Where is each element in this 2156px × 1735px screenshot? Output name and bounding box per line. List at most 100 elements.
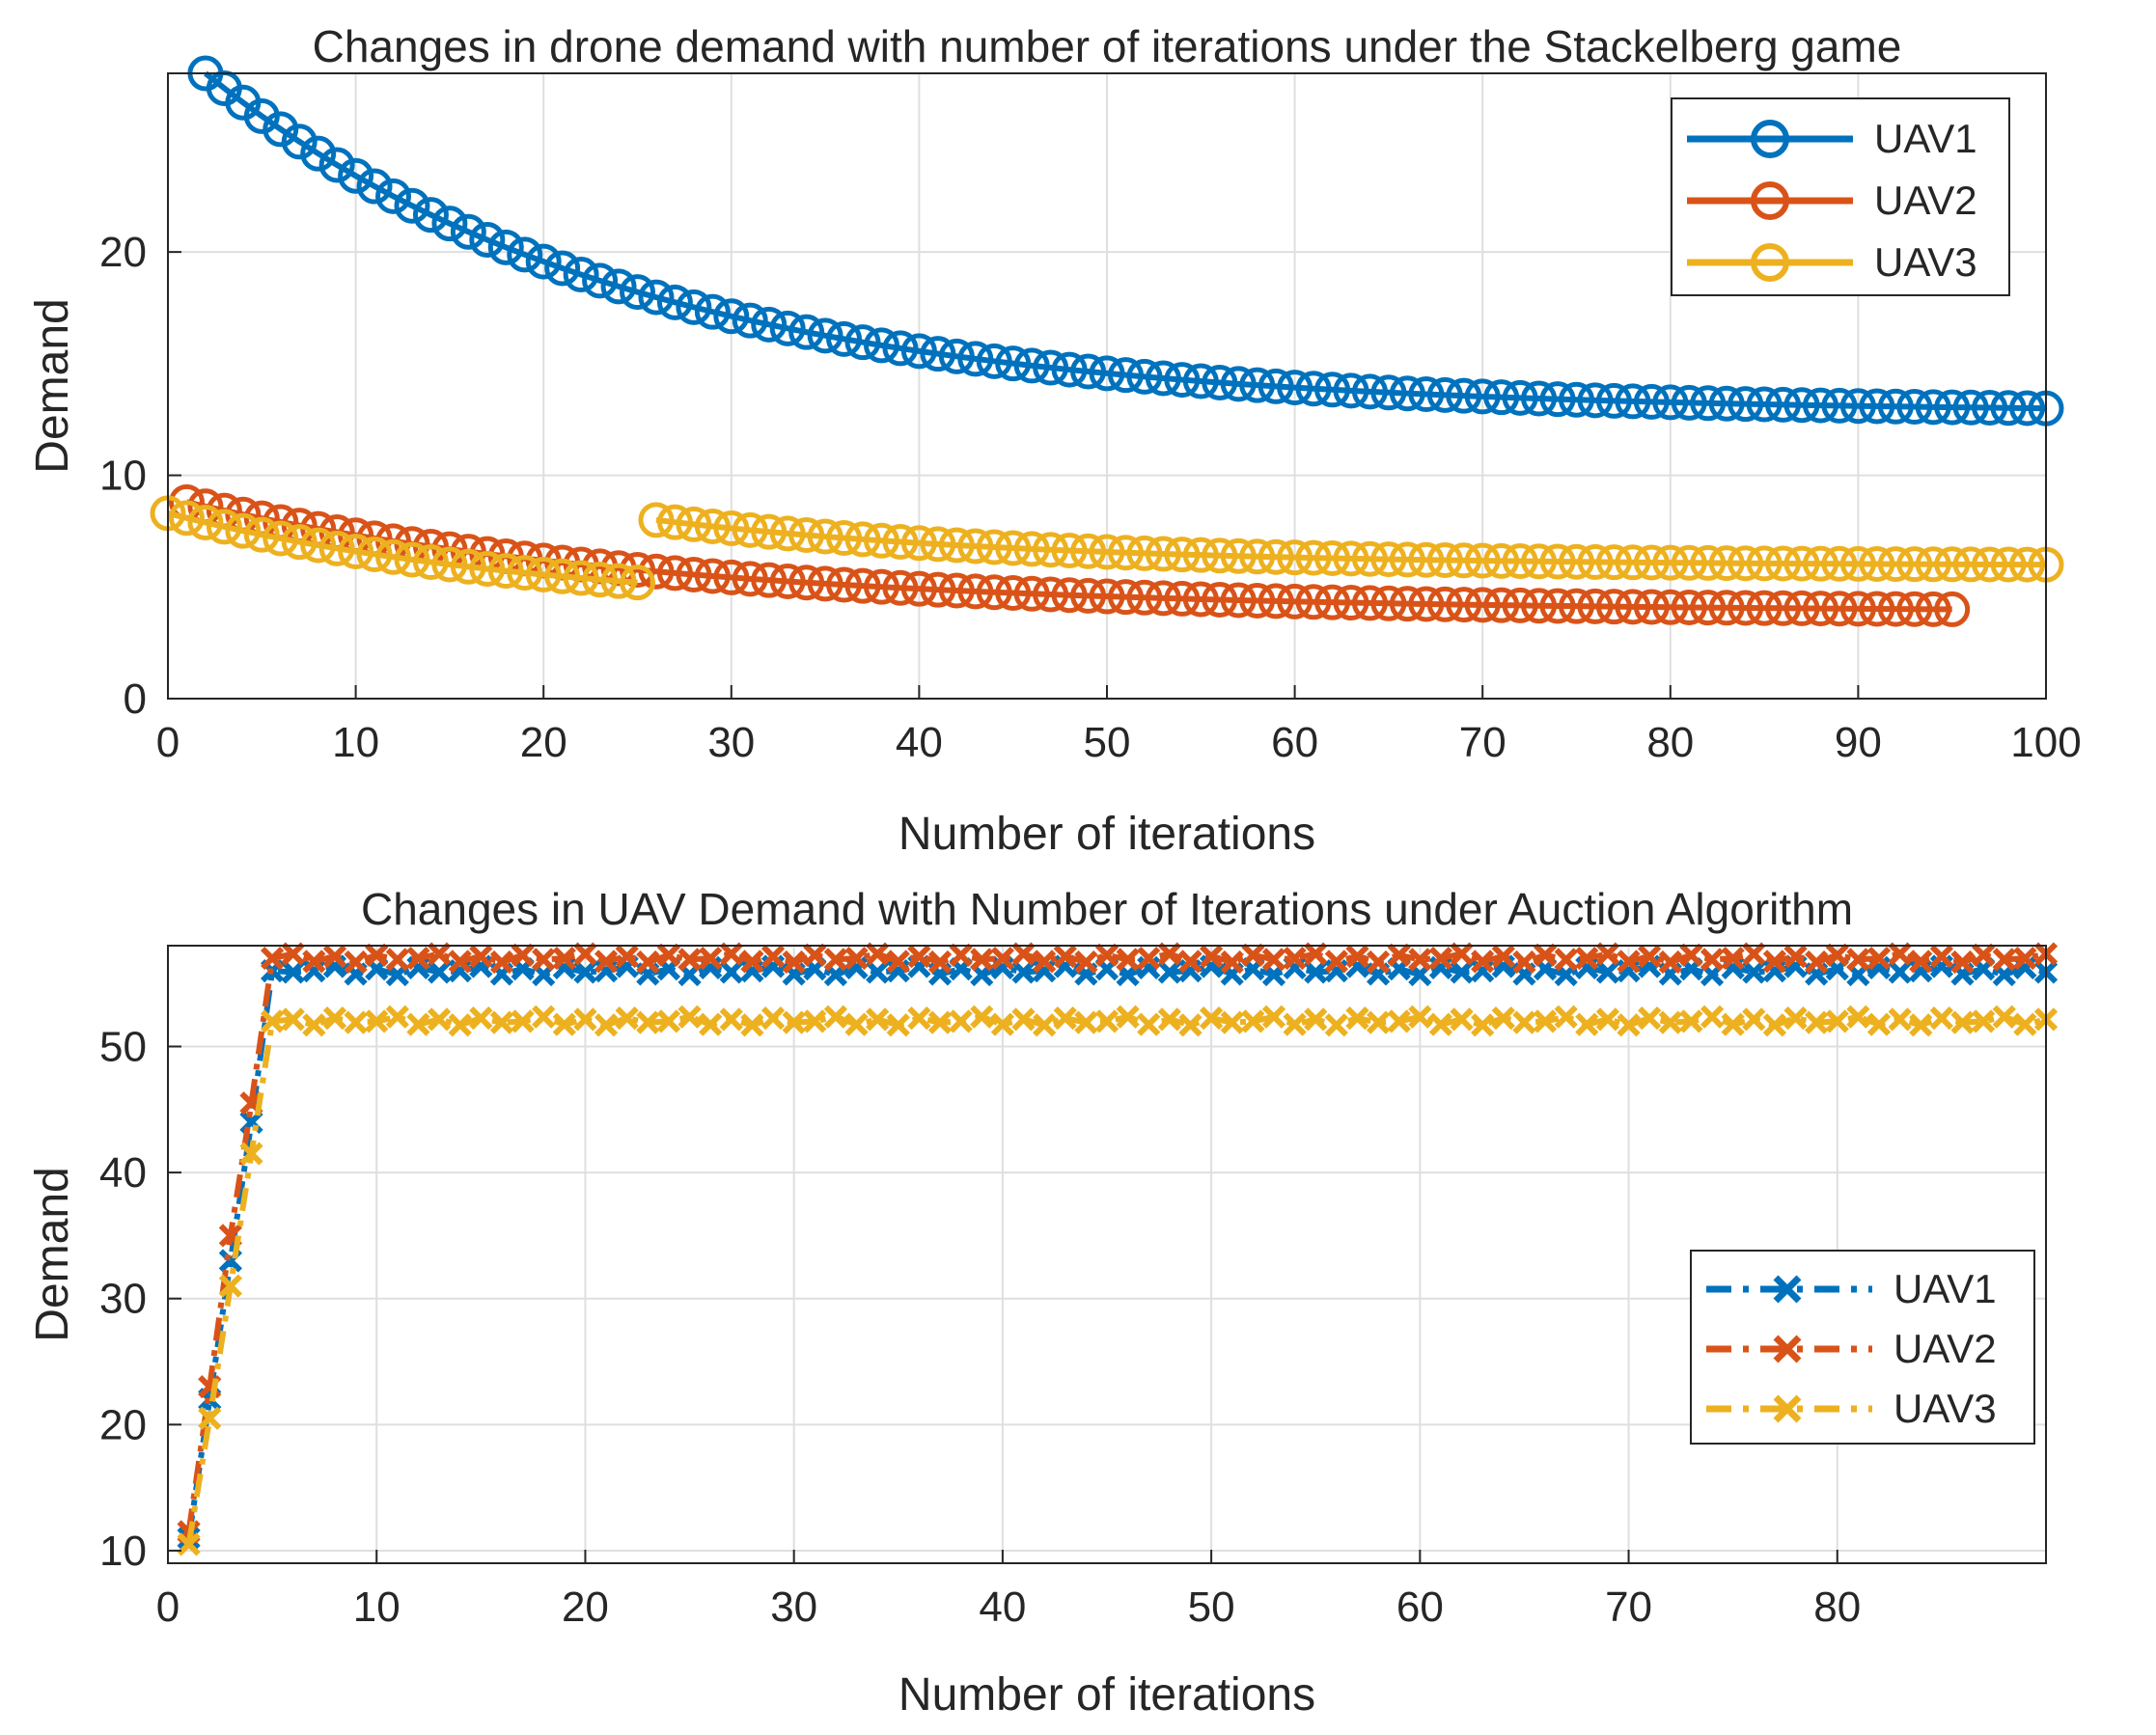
x-tick-label-bottom-3: 30 xyxy=(770,1584,817,1631)
point-top-uav3-1-73 xyxy=(2009,546,2046,583)
point-top-uav1-0-40 xyxy=(938,338,975,374)
point-bottom-uav3-12 xyxy=(427,1007,452,1032)
point-bottom-uav2-39 xyxy=(990,946,1015,971)
point-bottom-uav3-86 xyxy=(1972,1009,1996,1033)
plot-stackelberg: 0 10 20 30 40 50 60 70 80 90 100 0 10 20 Changes in d… xyxy=(27,21,2082,860)
point-top-uav1-0-17 xyxy=(507,236,543,273)
x-tick-label-bottom-1: 10 xyxy=(353,1584,401,1631)
point-top-uav1-0-69 xyxy=(1483,379,1520,416)
point-top-uav1-0-8 xyxy=(338,157,374,194)
point-top-uav3-0-21 xyxy=(544,558,581,594)
point-bottom-uav2-24 xyxy=(677,948,702,972)
point-bottom-uav2-82 xyxy=(1888,942,1912,966)
point-bottom-uav3-7 xyxy=(322,1005,347,1031)
point-top-uav1-0-96 xyxy=(1990,390,2027,427)
point-top-uav3-1-0 xyxy=(638,502,675,538)
point-top-uav1-0-36 xyxy=(863,327,899,364)
point-top-uav2-0-42 xyxy=(957,573,994,610)
point-bottom-uav2-48 xyxy=(1178,950,1202,974)
point-bottom-uav2-67 xyxy=(1575,946,1599,971)
point-top-uav3-0-9 xyxy=(318,530,355,566)
point-top-uav3-0-20 xyxy=(525,556,562,592)
point-top-uav1-0-5 xyxy=(281,124,318,160)
point-bottom-uav3-81 xyxy=(1866,1012,1892,1036)
point-bottom-uav3-71 xyxy=(1658,1010,1682,1034)
point-top-uav1-0-43 xyxy=(995,345,1032,382)
point-top-uav1-0-31 xyxy=(769,310,806,346)
point-bottom-uav3-5 xyxy=(281,1007,305,1032)
point-top-uav1-0-4 xyxy=(263,111,299,148)
point-bottom-uav3-37 xyxy=(949,1009,973,1033)
point-top-uav2-0-45 xyxy=(1013,575,1050,612)
point-top-uav3-1-60 xyxy=(1765,545,1802,582)
point-top-uav3-1-70 xyxy=(1952,546,1989,583)
point-top-uav1-0-59 xyxy=(1295,371,1332,407)
point-top-uav1-0-34 xyxy=(826,320,863,357)
point-bottom-uav3-53 xyxy=(1283,1012,1307,1036)
point-bottom-uav3-65 xyxy=(1533,1009,1558,1033)
point-bottom-uav3-43 xyxy=(1074,1010,1098,1034)
point-top-uav1-0-45 xyxy=(1033,349,1069,386)
point-bottom-uav2-10 xyxy=(385,948,409,972)
point-bottom-uav3-58 xyxy=(1387,1009,1411,1033)
point-bottom-uav3-42 xyxy=(1053,1005,1077,1031)
point-top-uav1-0-42 xyxy=(976,343,1012,379)
point-top-uav3-1-17 xyxy=(957,528,994,565)
point-top-uav3-0-17 xyxy=(469,550,506,587)
x-tick-label-bottom-2: 20 xyxy=(562,1584,609,1631)
point-bottom-uav2-42 xyxy=(1053,944,1077,969)
x-tick-label-bottom-8: 80 xyxy=(1813,1584,1861,1631)
point-bottom-uav2-18 xyxy=(552,946,576,971)
point-top-uav3-0-14 xyxy=(412,544,449,581)
point-bottom-uav3-34 xyxy=(886,1013,910,1037)
point-bottom-uav3-46 xyxy=(1137,1012,1161,1036)
point-top-uav1-0-66 xyxy=(1426,376,1463,413)
point-top-uav1-0-33 xyxy=(807,317,843,354)
point-top-uav2-0-56 xyxy=(1220,582,1257,619)
point-bottom-uav2-83 xyxy=(1909,950,1933,974)
series-top-uav1 xyxy=(187,55,2064,427)
point-top-uav1-0-51 xyxy=(1145,360,1181,397)
point-top-uav1-0-83 xyxy=(1746,386,1783,423)
point-top-uav1-0-39 xyxy=(920,336,956,372)
point-bottom-uav3-17 xyxy=(532,1005,556,1029)
point-bottom-uav3-21 xyxy=(615,1005,639,1031)
point-top-uav1-0-72 xyxy=(1539,381,1576,418)
point-top-uav2-0-62 xyxy=(1333,585,1369,621)
point-top-uav2-0-79 xyxy=(1652,589,1689,625)
point-bottom-uav3-61 xyxy=(1450,1007,1474,1032)
point-top-uav1-0-84 xyxy=(1765,386,1802,423)
point-top-uav3-1-28 xyxy=(1164,537,1201,573)
point-top-uav1-0-90 xyxy=(1877,388,1914,425)
point-top-uav3-1-68 xyxy=(1915,546,1951,583)
legend-marker-uav3-bottom xyxy=(1773,1394,1802,1423)
point-top-uav3-0-2 xyxy=(187,504,224,540)
point-top-uav1-0-60 xyxy=(1314,372,1351,408)
point-top-uav1-0-9 xyxy=(356,168,393,205)
point-bottom-uav3-75 xyxy=(1742,1007,1766,1032)
point-top-uav2-0-77 xyxy=(1615,589,1651,625)
point-top-uav3-1-36 xyxy=(1314,539,1351,576)
point-bottom-uav2-58 xyxy=(1387,943,1411,967)
point-top-uav2-0-74 xyxy=(1559,588,1594,624)
point-bottom-uav2-6 xyxy=(302,950,326,974)
point-bottom-uav2-25 xyxy=(699,946,723,971)
point-bottom-uav2-8 xyxy=(344,950,368,975)
point-bottom-uav3-16 xyxy=(511,1009,535,1033)
point-top-uav3-1-51 xyxy=(1595,544,1632,581)
point-bottom-uav2-61 xyxy=(1450,942,1474,966)
point-top-uav1-0-25 xyxy=(656,284,693,320)
point-top-uav2-0-75 xyxy=(1577,588,1614,624)
point-top-uav3-1-3 xyxy=(694,508,731,544)
series-line-top-uav3-1 xyxy=(655,516,2047,568)
point-top-uav2-0-29 xyxy=(713,559,750,595)
point-bottom-uav2-62 xyxy=(1471,950,1495,974)
point-top-uav3-0-7 xyxy=(281,524,318,561)
point-bottom-uav2-34 xyxy=(886,950,910,974)
point-top-uav1-0-37 xyxy=(882,330,919,367)
point-bottom-uav2-12 xyxy=(427,942,452,966)
point-top-uav1-0-91 xyxy=(1896,389,1933,426)
point-bottom-uav3-36 xyxy=(927,1010,953,1034)
point-bottom-uav3-45 xyxy=(1116,1005,1140,1029)
point-top-uav1-0-29 xyxy=(732,302,768,339)
